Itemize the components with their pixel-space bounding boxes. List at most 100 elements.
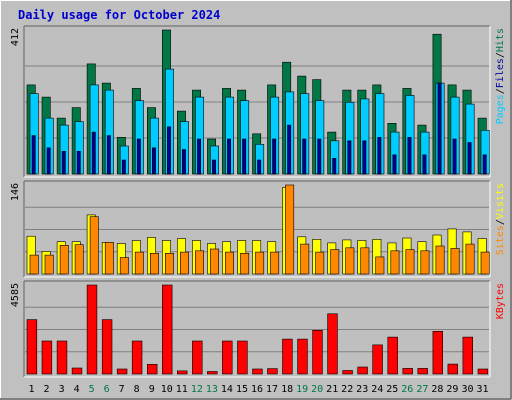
x-tick-label-day-29: 29: [446, 384, 458, 395]
bar-sites-day-31: Sites 31: 36: [480, 251, 490, 275]
bar-kbytes-day-1: KBytes 1: 2800: [26, 319, 38, 375]
x-tick-label-day-22: 22: [341, 384, 353, 395]
bar-kbytes-day-7: KBytes 7: 260: [116, 368, 128, 375]
bar-pages-day-14: Pages 14: 100: [227, 138, 231, 175]
bar-sites-day-14: Sites 14: 36: [225, 251, 234, 275]
x-tick-label-day-2: 2: [43, 384, 49, 395]
x-tick-label-day-31: 31: [476, 384, 488, 395]
y-max-label: 412: [10, 28, 21, 46]
bar-pages-day-25: Pages 25: 55: [392, 154, 397, 175]
bar-sites-day-25: Sites 25: 38: [390, 250, 400, 275]
bar-sites-day-1: Sites 1: 31: [29, 254, 39, 275]
bar-kbytes-day-25: KBytes 25: 1900: [387, 336, 398, 375]
bar-kbytes-day-15: KBytes 15: 1700: [237, 340, 248, 375]
panel-kbytes: 4585 KBytes KBytes 1: 2800KBytes 2: 1700 KB…: [10, 280, 506, 378]
bar-pages-day-26: Pages 26: 105: [407, 137, 412, 175]
bar-kbytes-day-23: KBytes 23: 360: [357, 366, 368, 375]
bar-sites-day-12: Sites 12: 38: [195, 250, 204, 275]
bar-kbytes-day-17: KBytes 17: 280: [267, 368, 278, 375]
bar-sites-day-24: Sites 24: 28: [375, 256, 385, 275]
x-tick-label-day-26: 26: [401, 384, 413, 395]
bar-pages-day-22: Pages 22: 95: [347, 140, 352, 175]
bar-sites-day-10: Sites 10: 34: [165, 253, 174, 275]
bar-sites-day-16: Sites 16: 36: [255, 251, 265, 275]
x-tick-label-day-1: 1: [28, 384, 34, 395]
bar-pages-day-4: Pages 4: 65: [76, 151, 81, 175]
x-tick-label-day-15: 15: [236, 384, 248, 395]
bar-sites-day-29: Sites 29: 42: [450, 248, 460, 275]
panel-legend: Pages/Files/Hits: [495, 28, 506, 124]
bar-kbytes-day-13: KBytes 13: 130: [207, 371, 218, 375]
x-tick-label-day-19: 19: [296, 384, 308, 395]
chart-title: Daily usage for October 2024: [18, 8, 220, 22]
x-tick-label-day-20: 20: [311, 384, 323, 395]
bar-kbytes-day-10: KBytes 10: 4585: [162, 284, 173, 375]
bar-sites-day-26: Sites 26: 40: [405, 249, 415, 275]
x-tick-label-day-7: 7: [119, 384, 125, 395]
legend-entry: Hits: [495, 28, 506, 52]
bar-kbytes-day-19: KBytes 19: 1800: [297, 338, 308, 375]
bar-kbytes-day-27: KBytes 27: 290: [417, 368, 428, 375]
bar-sites-day-28: Sites 28: 46: [435, 245, 445, 275]
bar-kbytes-day-4: KBytes 4: 310: [71, 367, 83, 375]
bar-kbytes-day-22: KBytes 22: 180: [342, 370, 353, 375]
y-max-label: 4585: [10, 283, 21, 307]
x-tick-label-day-10: 10: [161, 384, 173, 395]
bar-pages-day-8: Pages 8: 100: [136, 138, 141, 175]
legend-entry: /: [495, 219, 506, 225]
bar-pages-day-9: Pages 9: 75: [152, 147, 156, 175]
bar-pages-day-10: Pages 10: 135: [167, 126, 171, 175]
bar-kbytes-day-8: KBytes 8: 1700: [131, 340, 143, 375]
bar-pages-day-29: Pages 29: 100: [452, 138, 457, 175]
bar-kbytes-day-2: KBytes 2: 1700: [41, 340, 53, 375]
bar-kbytes-day-24: KBytes 24: 1500: [372, 344, 383, 375]
bar-pages-day-17: Pages 17: 100: [272, 138, 277, 175]
bar-pages-day-19: Pages 19: 100: [302, 138, 307, 175]
panel-legend: Sites/Visits: [495, 183, 506, 255]
x-tick-label-day-25: 25: [386, 384, 398, 395]
bar-pages-day-3: Pages 3: 65: [61, 151, 66, 175]
legend-entry: Files: [495, 58, 506, 88]
bar-sites-day-4: Sites 4: 48: [74, 244, 84, 275]
bar-sites-day-6: Sites 6: 52: [104, 242, 114, 275]
bar-kbytes-day-26: KBytes 26: 290: [402, 368, 413, 375]
x-tick-label-day-4: 4: [74, 384, 80, 395]
bar-pages-day-30: Pages 30: 90: [467, 142, 472, 175]
x-tick-label-day-16: 16: [251, 384, 263, 395]
x-axis-day-labels: 1 2 3 4 5 6 7 8 9 10 11 12 13 14 15 16 17 18 19 20 21 22 23 24 2…: [28, 384, 488, 395]
bar-kbytes-day-9: KBytes 9: 500: [147, 363, 158, 375]
bar-kbytes-day-14: KBytes 14: 1700: [222, 340, 233, 375]
x-tick-label-day-5: 5: [89, 384, 95, 395]
bar-sites-day-15: Sites 15: 34: [240, 253, 250, 275]
bar-pages-day-15: Pages 15: 100: [242, 138, 247, 175]
bar-sites-day-11: Sites 11: 36: [180, 251, 189, 275]
x-tick-label-day-17: 17: [266, 384, 278, 395]
bar-pages-day-18: Pages 18: 140: [287, 124, 292, 175]
bar-kbytes-day-18: KBytes 18: 1800: [282, 338, 293, 375]
x-tick-label-day-18: 18: [281, 384, 293, 395]
bar-sites-day-27: Sites 27: 38: [420, 250, 430, 275]
bar-pages-day-21: Pages 21: 45: [332, 158, 337, 175]
bar-kbytes-day-12: KBytes 12: 1700: [192, 340, 203, 375]
bar-kbytes-day-29: KBytes 29: 510: [447, 363, 458, 375]
bar-pages-day-11: Pages 11: 70: [182, 149, 186, 175]
x-tick-label-day-23: 23: [356, 384, 368, 395]
bar-sites-day-3: Sites 3: 47: [59, 245, 69, 275]
bar-kbytes-day-31: KBytes 31: 260: [477, 368, 489, 375]
bar-pages-day-13: Pages 13: 40: [212, 159, 216, 175]
bar-pages-day-24: Pages 24: 105: [377, 137, 382, 175]
x-tick-label-day-11: 11: [176, 384, 188, 395]
x-tick-label-day-6: 6: [104, 384, 110, 395]
bar-kbytes-day-20: KBytes 20: 2250: [312, 329, 323, 375]
panel-legend: KBytes: [495, 283, 506, 319]
x-tick-label-day-24: 24: [371, 384, 383, 395]
bar-sites-day-21: Sites 21: 40: [330, 249, 340, 275]
x-tick-label-day-28: 28: [431, 384, 443, 395]
y-max-label: 146: [10, 183, 21, 201]
bar-pages-day-20: Pages 20: 100: [317, 138, 322, 175]
bar-pages-day-7: Pages 7: 40: [121, 159, 126, 175]
bar-kbytes-day-6: KBytes 6: 2800: [101, 319, 113, 375]
bar-pages-day-6: Pages 6: 110: [106, 135, 111, 175]
